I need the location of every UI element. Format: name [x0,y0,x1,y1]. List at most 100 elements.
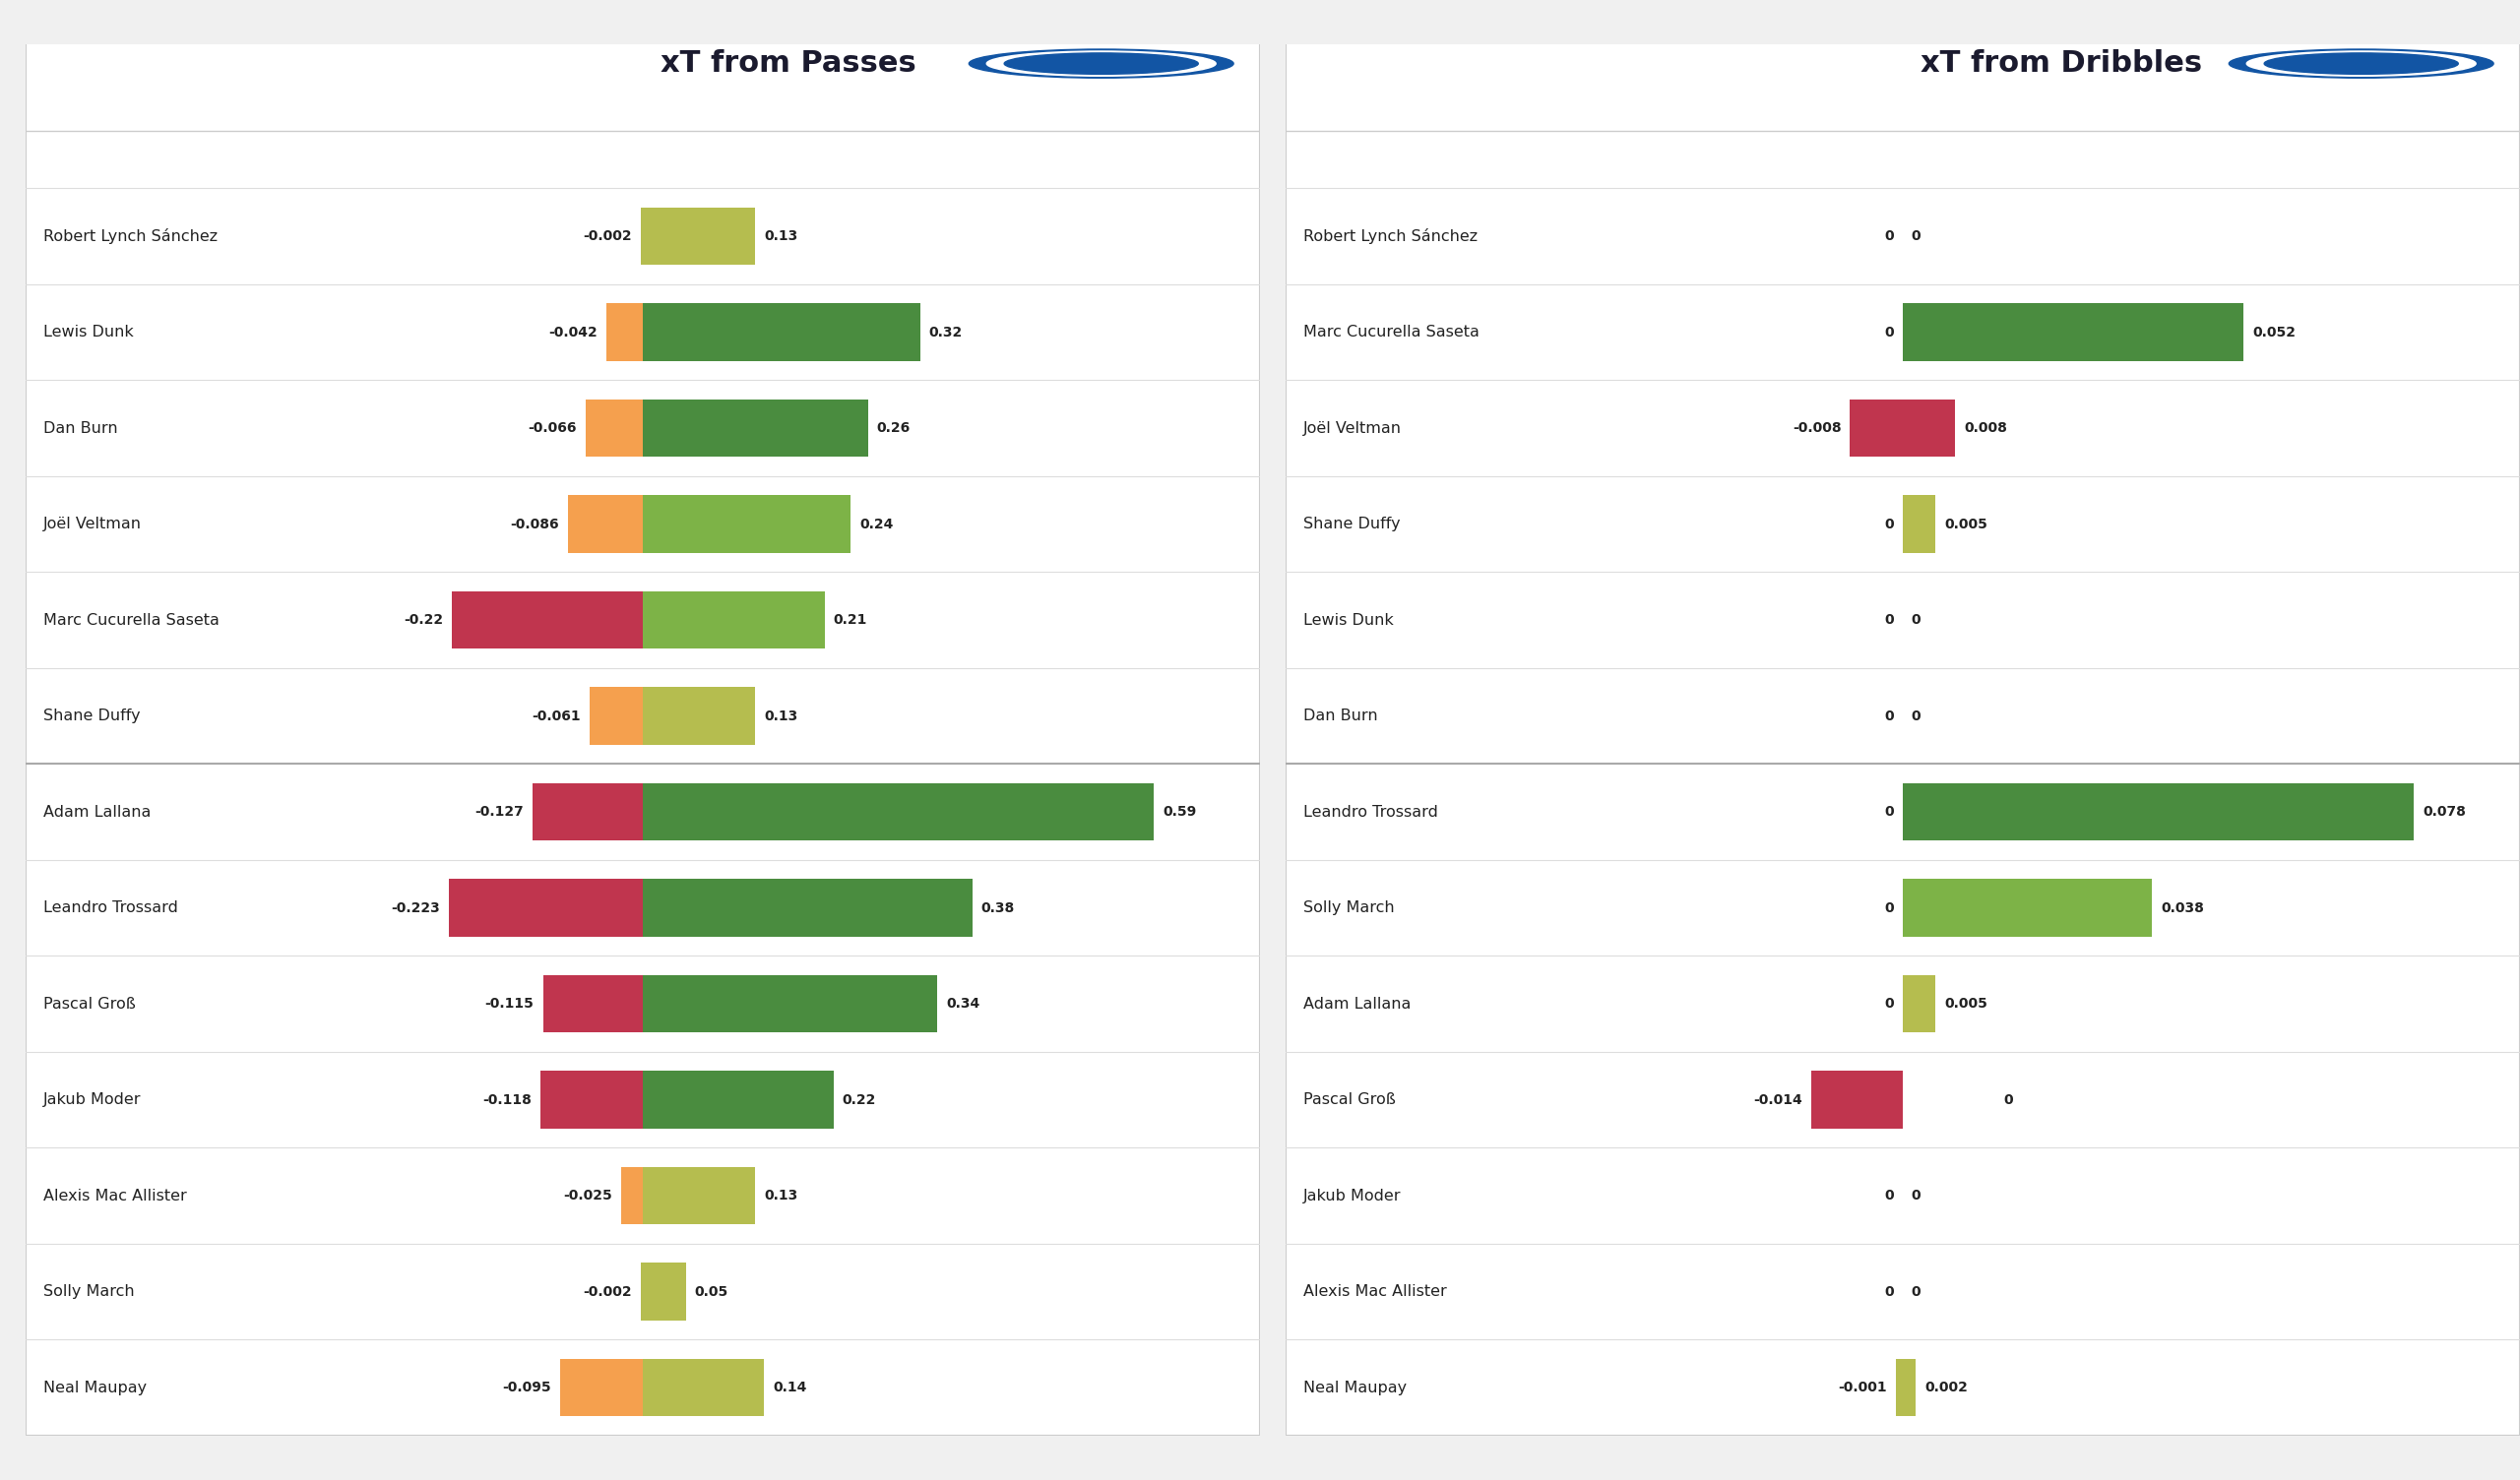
Text: 0: 0 [1885,1188,1895,1203]
FancyBboxPatch shape [449,879,643,937]
Text: Robert Lynch Sánchez: Robert Lynch Sánchez [1303,228,1477,244]
FancyBboxPatch shape [1812,1072,1903,1129]
FancyBboxPatch shape [607,303,643,361]
FancyBboxPatch shape [643,687,756,744]
Text: xT from Dribbles: xT from Dribbles [1920,49,2202,78]
Circle shape [2248,52,2477,75]
Text: -0.118: -0.118 [481,1092,532,1107]
FancyBboxPatch shape [1285,16,2520,1436]
Text: 0.13: 0.13 [764,709,799,722]
Text: 0.13: 0.13 [764,1188,799,1203]
Text: 0.005: 0.005 [1945,998,1988,1011]
FancyBboxPatch shape [643,1262,685,1320]
FancyBboxPatch shape [1903,400,1956,457]
Text: 0: 0 [1885,613,1895,628]
Text: Alexis Mac Allister: Alexis Mac Allister [43,1188,186,1203]
Text: 0.05: 0.05 [696,1285,728,1298]
Text: -0.22: -0.22 [403,613,444,628]
FancyBboxPatch shape [643,879,973,937]
Text: 0: 0 [1913,613,1920,628]
FancyBboxPatch shape [643,1166,756,1224]
Text: -0.042: -0.042 [549,326,597,339]
FancyBboxPatch shape [1903,783,2414,841]
Text: 0.14: 0.14 [774,1381,806,1394]
Text: Lewis Dunk: Lewis Dunk [1303,613,1394,628]
Text: -0.025: -0.025 [562,1188,612,1203]
FancyBboxPatch shape [643,207,756,265]
FancyBboxPatch shape [532,783,643,841]
Text: Dan Burn: Dan Burn [1303,709,1378,724]
Text: 0: 0 [1913,709,1920,722]
Text: Shane Duffy: Shane Duffy [43,709,141,724]
Text: 0.008: 0.008 [1963,422,2006,435]
Text: Leandro Trossard: Leandro Trossard [1303,805,1436,820]
Text: Solly March: Solly March [43,1285,134,1299]
FancyBboxPatch shape [542,975,643,1033]
Text: -0.001: -0.001 [1840,1381,1887,1394]
Text: -0.095: -0.095 [501,1381,552,1394]
Text: Adam Lallana: Adam Lallana [1303,996,1411,1011]
FancyBboxPatch shape [1903,879,2152,937]
Text: Jakub Moder: Jakub Moder [43,1092,141,1107]
FancyBboxPatch shape [590,687,643,744]
FancyBboxPatch shape [1903,303,2243,361]
Text: 0: 0 [1913,229,1920,243]
Text: 0.052: 0.052 [2253,326,2296,339]
FancyBboxPatch shape [559,1359,643,1416]
FancyBboxPatch shape [1903,496,1935,554]
Text: Leandro Trossard: Leandro Trossard [43,900,176,915]
Text: Pascal Groß: Pascal Groß [43,996,136,1011]
Text: 0: 0 [1913,1188,1920,1203]
Text: -0.002: -0.002 [582,1285,633,1298]
Text: 0.26: 0.26 [877,422,910,435]
FancyBboxPatch shape [539,1072,643,1129]
FancyBboxPatch shape [643,783,1154,841]
Text: 0: 0 [1885,1285,1895,1298]
Text: Solly March: Solly March [1303,900,1394,915]
FancyBboxPatch shape [585,400,643,457]
Text: 0.005: 0.005 [1945,517,1988,531]
Text: 0.22: 0.22 [842,1092,877,1107]
FancyBboxPatch shape [643,400,867,457]
FancyBboxPatch shape [1850,400,1903,457]
Text: 0.038: 0.038 [2160,901,2205,915]
FancyBboxPatch shape [1895,1359,1903,1416]
Text: xT from Passes: xT from Passes [660,49,915,78]
FancyBboxPatch shape [567,496,643,554]
Text: 0.13: 0.13 [764,229,799,243]
Text: -0.066: -0.066 [527,422,577,435]
Text: -0.002: -0.002 [582,229,633,243]
Text: Lewis Dunk: Lewis Dunk [43,324,134,339]
Text: 0: 0 [1885,805,1895,818]
Text: Marc Cucurella Saseta: Marc Cucurella Saseta [1303,324,1479,339]
Text: 0: 0 [1885,326,1895,339]
Text: 0.59: 0.59 [1164,805,1197,818]
Text: Pascal Groß: Pascal Groß [1303,1092,1396,1107]
Text: -0.115: -0.115 [484,998,534,1011]
Text: -0.127: -0.127 [474,805,524,818]
Text: Adam Lallana: Adam Lallana [43,805,151,820]
FancyBboxPatch shape [643,1359,764,1416]
FancyBboxPatch shape [643,592,824,648]
Text: 0.21: 0.21 [834,613,867,628]
FancyBboxPatch shape [643,303,920,361]
Text: Neal Maupay: Neal Maupay [1303,1381,1406,1396]
Text: 0.24: 0.24 [859,517,895,531]
Text: Marc Cucurella Saseta: Marc Cucurella Saseta [43,613,219,628]
Text: Robert Lynch Sánchez: Robert Lynch Sánchez [43,228,217,244]
Text: 0: 0 [1885,901,1895,915]
Circle shape [1005,53,1200,74]
Circle shape [970,49,1235,78]
Text: Shane Duffy: Shane Duffy [1303,517,1401,531]
FancyBboxPatch shape [25,16,1260,1436]
Text: -0.014: -0.014 [1754,1092,1802,1107]
FancyBboxPatch shape [451,592,643,648]
Text: 0.002: 0.002 [1925,1381,1968,1394]
Text: 0.38: 0.38 [980,901,1016,915]
Text: 0: 0 [1885,709,1895,722]
Text: 0: 0 [1885,998,1895,1011]
Text: Jakub Moder: Jakub Moder [1303,1188,1401,1203]
Text: 0: 0 [1885,517,1895,531]
Circle shape [2265,53,2460,74]
FancyBboxPatch shape [620,1166,643,1224]
